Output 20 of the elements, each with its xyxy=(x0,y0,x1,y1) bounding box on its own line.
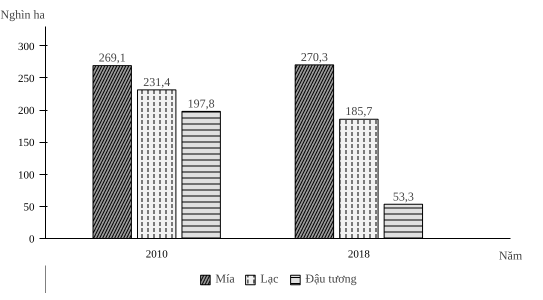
legend-label: Lạc xyxy=(260,272,280,286)
data-label: 231,4 xyxy=(143,74,170,89)
legend-label: Đậu tương xyxy=(305,272,357,286)
y-tick-label: 250 xyxy=(18,72,35,85)
x-tick-label: 2010 xyxy=(146,248,168,260)
y-tick-label: 150 xyxy=(18,137,35,150)
x-tick-label: 2018 xyxy=(348,248,370,260)
data-label: 53,3 xyxy=(392,189,414,204)
y-tick-label: 200 xyxy=(18,105,35,118)
y-axis-title: Nghìn ha xyxy=(0,8,46,22)
y-tick-label: 100 xyxy=(18,169,35,182)
data-label: 197,8 xyxy=(188,96,215,110)
y-tick-label: 50 xyxy=(24,201,35,214)
data-label: 269,1 xyxy=(98,50,126,65)
y-tick-label: 0 xyxy=(29,234,35,246)
legend-label: Mía xyxy=(215,272,236,286)
x-axis-title: Năm xyxy=(498,248,523,262)
data-label: 185,7 xyxy=(345,104,372,118)
data-label: 270,3 xyxy=(300,50,328,64)
y-tick-label: 300 xyxy=(18,40,35,53)
